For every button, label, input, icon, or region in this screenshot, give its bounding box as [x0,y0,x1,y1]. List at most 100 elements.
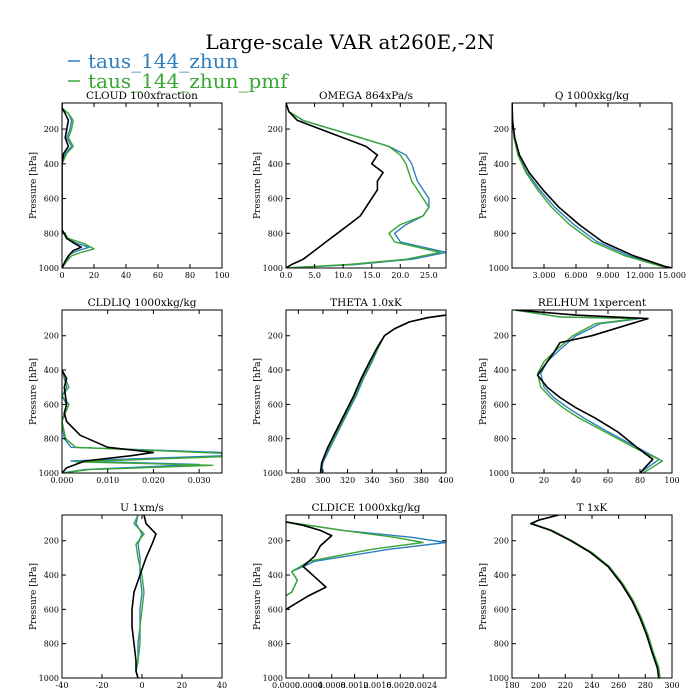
series-line-1 [133,515,145,678]
y-tick-label: 600 [494,605,509,614]
y-tick-label: 800 [494,229,509,238]
series-line-2 [286,103,384,268]
x-tick-label: 400 [438,476,453,485]
x-tick-label: 0.0000 [272,681,300,690]
plot-frame [285,514,447,679]
panel-6: 200 400 600 800 1000-40 -20 0 20 40 U 1xm/s Pressu… [29,502,227,690]
panel-title: Q 1000xkg/kg [555,90,630,102]
y-tick-label: 200 [268,332,283,341]
plot-frame [61,102,223,269]
plot-frame [285,309,447,474]
x-tick-label: 0.0 [280,271,293,280]
x-tick-label: 280 [291,476,306,485]
y-tick-label: 800 [494,640,509,649]
x-tick-label: 240 [584,681,599,690]
y-tick-label: 600 [44,195,59,204]
x-tick-label: 0.020 [142,476,165,485]
x-tick-label: 10.0 [334,271,352,280]
y-tick-label: 600 [268,605,283,614]
x-tick-label: 100 [214,271,229,280]
y-tick-label: 600 [494,400,509,409]
x-tick-label: 0.030 [188,476,211,485]
y-axis-label: Pressure [hPa] [29,563,39,630]
figure-title: Large-scale VAR at260E,-2N [205,30,494,54]
x-tick-label: 280 [638,681,653,690]
x-tick-label: 0.0008 [318,681,346,690]
y-tick-label: 1000 [263,674,283,683]
x-tick-label: 180 [504,681,519,690]
panel-2: 200 400 600 800 1000 3.000 6.000 9.000 12.000 15.… [479,90,686,280]
x-tick-label: 100 [664,476,679,485]
x-tick-label: 300 [315,476,330,485]
x-tick-label: 220 [558,681,573,690]
x-tick-label: 380 [414,476,429,485]
x-tick-label: 80 [185,271,195,280]
x-tick-label: 80 [635,476,645,485]
series-line-0 [62,103,90,268]
x-tick-label: 3.000 [533,271,556,280]
y-axis-label: Pressure [hPa] [253,563,263,630]
y-tick-label: 1000 [39,264,59,273]
x-tick-label: 20 [177,681,187,690]
x-tick-label: 260 [611,681,626,690]
y-axis-label: Pressure [hPa] [253,358,263,425]
y-tick-label: 1000 [39,674,59,683]
x-tick-label: 0 [509,476,514,485]
y-tick-label: 800 [44,640,59,649]
x-tick-label: 0.0004 [295,681,323,690]
x-tick-label: 5.0 [308,271,321,280]
x-tick-label: 20 [89,271,99,280]
y-tick-label: 1000 [39,469,59,478]
y-tick-label: 400 [44,160,59,169]
y-tick-label: 1000 [489,264,509,273]
series-line-1 [62,369,222,473]
plot-frame [511,514,673,679]
series-line-2 [515,310,654,473]
x-tick-label: 300 [664,681,679,690]
y-tick-label: 800 [268,640,283,649]
x-tick-label: 25.0 [420,271,438,280]
x-tick-label: 20 [539,476,549,485]
x-tick-label: 40 [121,271,131,280]
series-line-2 [529,515,660,678]
x-tick-label: 0.0024 [409,681,437,690]
y-axis-label: Pressure [hPa] [29,152,39,219]
panel-title: U 1xm/s [120,502,164,514]
x-tick-label: -20 [96,681,109,690]
y-tick-label: 200 [494,332,509,341]
x-tick-label: 200 [531,681,546,690]
y-tick-label: 200 [268,125,283,134]
x-tick-label: 0.010 [96,476,119,485]
legend-label-taus-144-zhun-pmf: taus_144_zhun_pmf [88,69,289,93]
panel-7: 200 400 600 800 10000.00000.00040.00080.0012… [253,502,447,690]
series-line-0 [531,515,661,678]
panel-title: T 1xK [577,502,608,514]
x-tick-label: 340 [365,476,380,485]
series-line-1 [531,515,661,678]
y-axis-label: Pressure [hPa] [479,358,489,425]
x-tick-label: 360 [389,476,404,485]
x-tick-label: 60 [153,271,163,280]
y-tick-label: 400 [268,160,283,169]
x-tick-label: 6.000 [565,271,588,280]
y-tick-label: 200 [44,537,59,546]
x-tick-label: 40 [571,476,581,485]
y-tick-label: 800 [268,229,283,238]
y-tick-label: 600 [268,195,283,204]
y-tick-label: 400 [494,366,509,375]
x-tick-label: 0.0020 [386,681,414,690]
plot-frame [511,102,673,269]
y-tick-label: 1000 [263,469,283,478]
y-tick-label: 200 [494,125,509,134]
x-tick-label: 0.000 [51,476,74,485]
panel-title: OMEGA 864xPa/s [319,90,413,102]
y-tick-label: 800 [268,435,283,444]
y-axis-label: Pressure [hPa] [253,152,263,219]
panel-title: CLDICE 1000xkg/kg [312,502,421,514]
y-tick-label: 200 [268,537,283,546]
series-line-1 [286,521,424,597]
